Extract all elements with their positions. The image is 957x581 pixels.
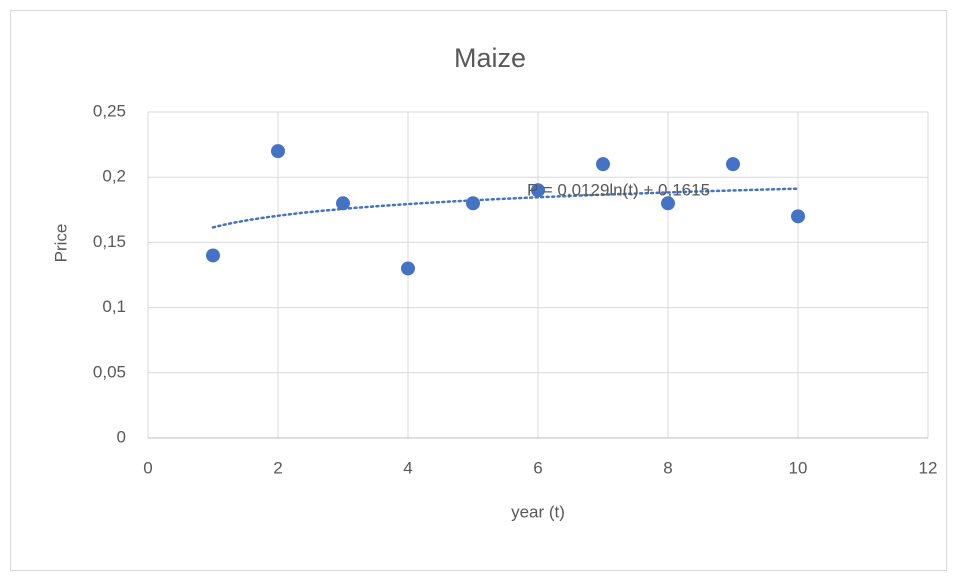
point bbox=[531, 183, 545, 198]
point bbox=[336, 196, 350, 211]
y-tick-label: 0 bbox=[117, 427, 126, 446]
trendline bbox=[211, 187, 800, 229]
y-tick-label: 0,05 bbox=[93, 362, 126, 381]
x-tick-label: 10 bbox=[789, 458, 808, 477]
point bbox=[466, 196, 480, 211]
y-tick-label: 0,25 bbox=[93, 101, 126, 120]
trendline-equation: P = 0,0129ln(t) + 0,1615 bbox=[527, 180, 710, 199]
point bbox=[791, 209, 805, 224]
point bbox=[661, 196, 675, 211]
point bbox=[401, 261, 415, 276]
x-axis-label: year (t) bbox=[511, 502, 565, 521]
x-tick-label: 2 bbox=[273, 458, 282, 477]
chart-title: Maize bbox=[454, 43, 526, 73]
point bbox=[726, 157, 740, 172]
x-tick-label: 8 bbox=[663, 458, 672, 477]
x-tick-label: 6 bbox=[533, 458, 542, 477]
point bbox=[206, 248, 220, 263]
y-tick-label: 0,2 bbox=[102, 167, 126, 186]
point bbox=[271, 144, 285, 159]
x-tick-label: 0 bbox=[143, 458, 152, 477]
y-tick-label: 0,1 bbox=[102, 297, 126, 316]
y-tick-label: 0,15 bbox=[93, 232, 126, 251]
chart-border bbox=[10, 10, 947, 571]
x-tick-label: 12 bbox=[919, 458, 938, 477]
x-tick-label: 4 bbox=[403, 458, 412, 477]
point bbox=[596, 157, 610, 172]
y-axis-label: Price bbox=[51, 224, 70, 263]
